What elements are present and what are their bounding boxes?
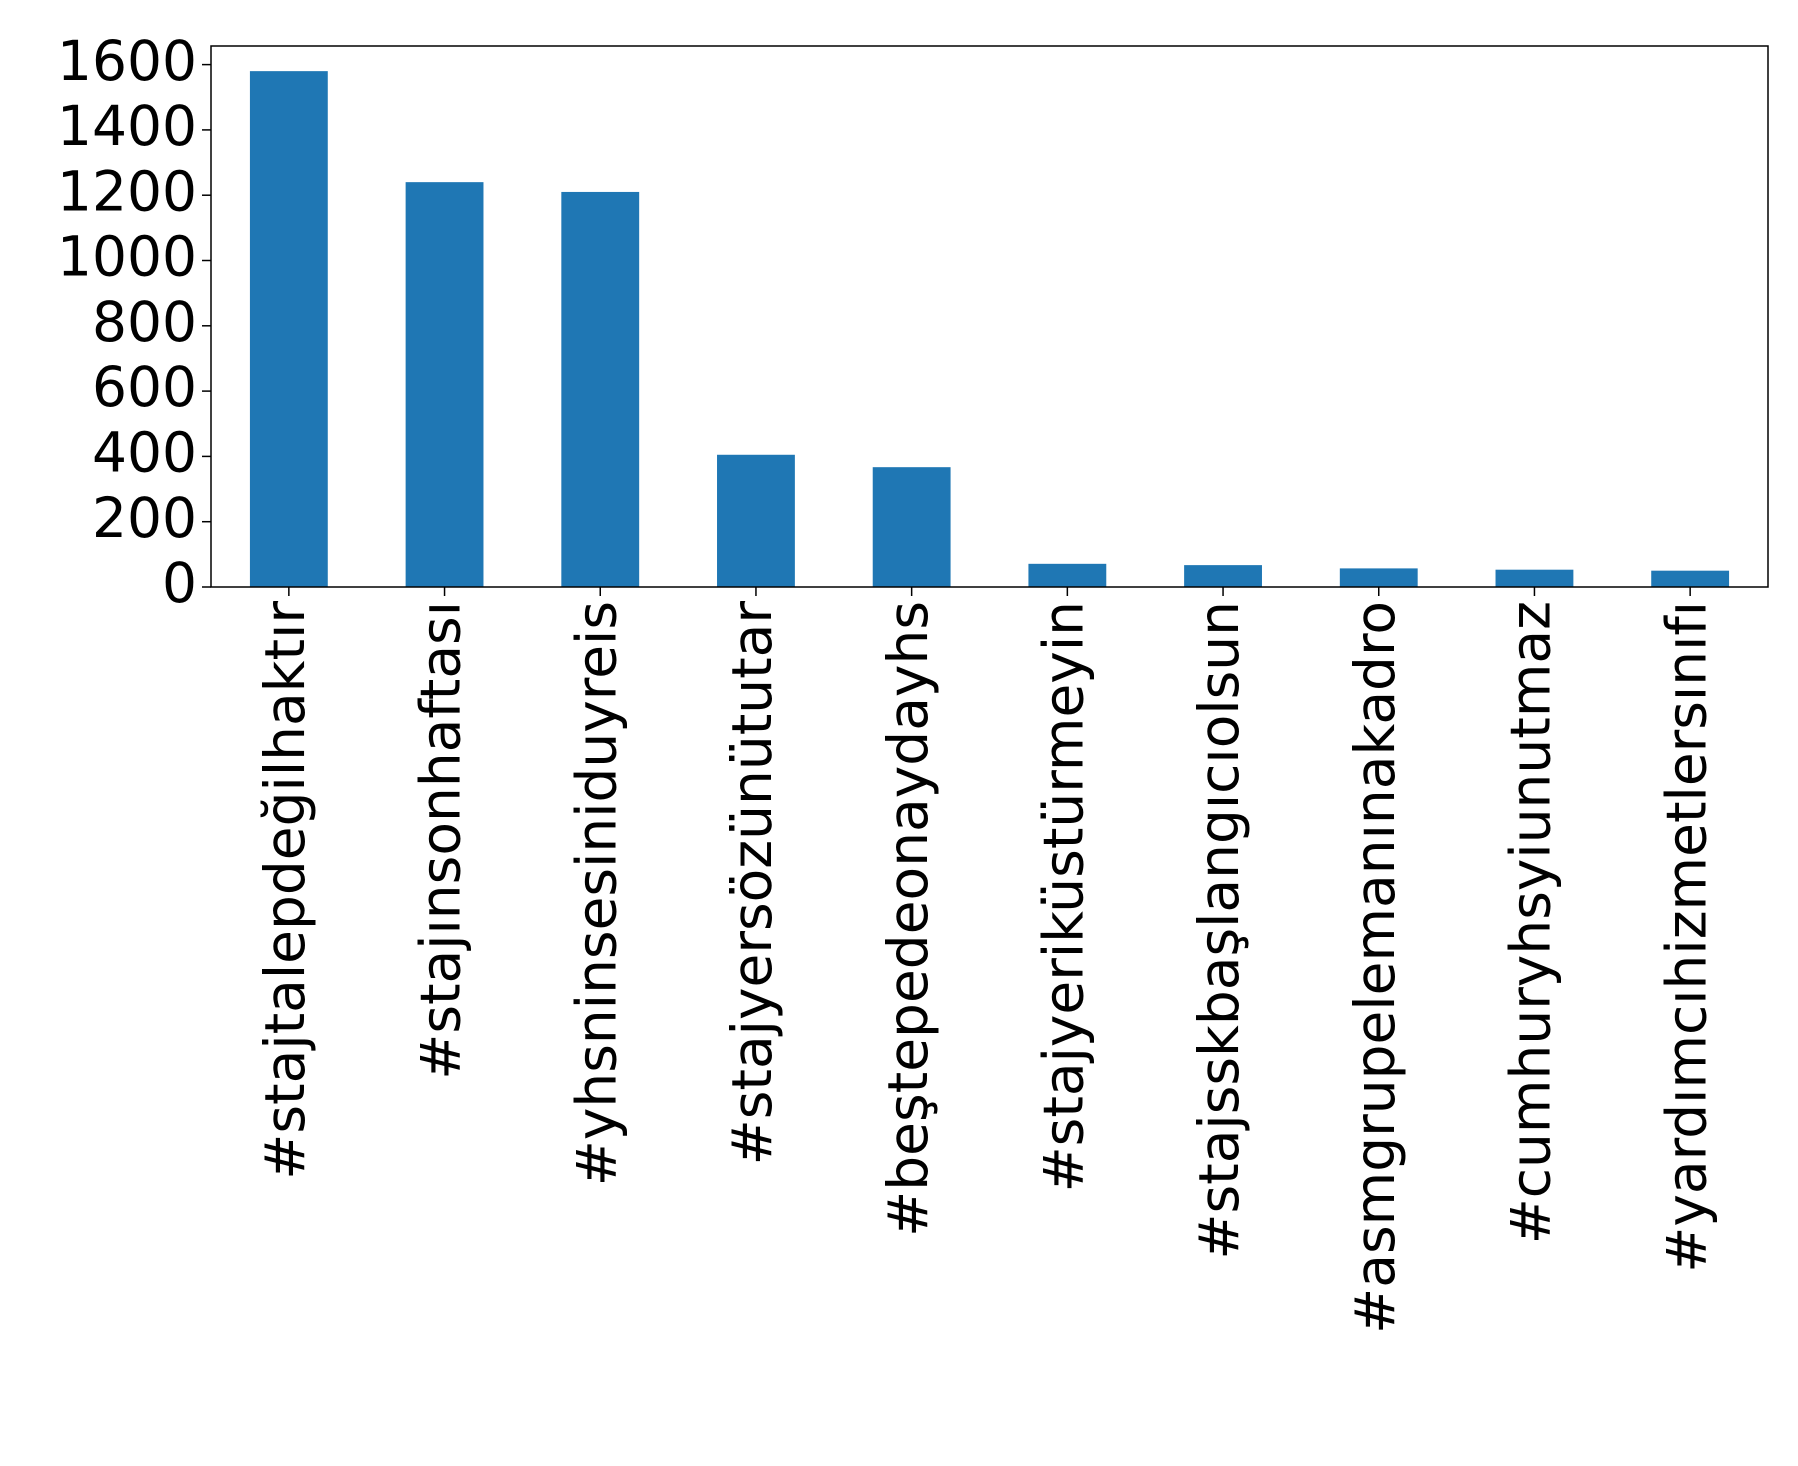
x-tick-label: #cumhuryhsyiunutmaz [1499, 601, 1563, 1244]
y-tick-label: 400 [92, 421, 197, 485]
bar [1651, 570, 1730, 587]
bar [1028, 563, 1107, 587]
plot-frame [210, 45, 1769, 588]
y-tick-label: 1400 [57, 94, 197, 158]
x-tick-label: #stajyeriküstürmeyin [1031, 601, 1095, 1192]
x-tick-label: #asmgrupelemanınakadro [1343, 601, 1407, 1334]
x-tick-label: #beştepedeonaydayhs [876, 601, 940, 1237]
bar [561, 191, 640, 587]
y-tick-label: 200 [92, 486, 197, 550]
y-tick-label: 1200 [57, 159, 197, 223]
bar [872, 467, 951, 587]
x-tick-label: #stajsskbaşlangıcıolsun [1187, 601, 1251, 1260]
x-tick-label: #stajınsonhaftası [409, 601, 473, 1080]
bar [1339, 568, 1418, 587]
y-tick-label: 1000 [57, 225, 197, 289]
bar [1184, 565, 1262, 587]
y-tick-label: 600 [92, 355, 197, 419]
x-tick-label: #yardımcıhizmetlersınıfı [1654, 601, 1718, 1273]
y-tick-label: 1600 [57, 29, 197, 93]
y-tick-label: 800 [92, 290, 197, 354]
bar [249, 71, 328, 587]
x-tick-label: #stajtalepdeğilhaktır [253, 601, 317, 1180]
bar [717, 454, 795, 587]
x-tick-label: #stajyersözünütutar [720, 601, 784, 1166]
y-tick-label: 0 [162, 551, 197, 615]
x-tick-label: #yhsninsesiniduyreis [564, 601, 628, 1186]
bar [1495, 569, 1574, 587]
bar [405, 182, 484, 587]
